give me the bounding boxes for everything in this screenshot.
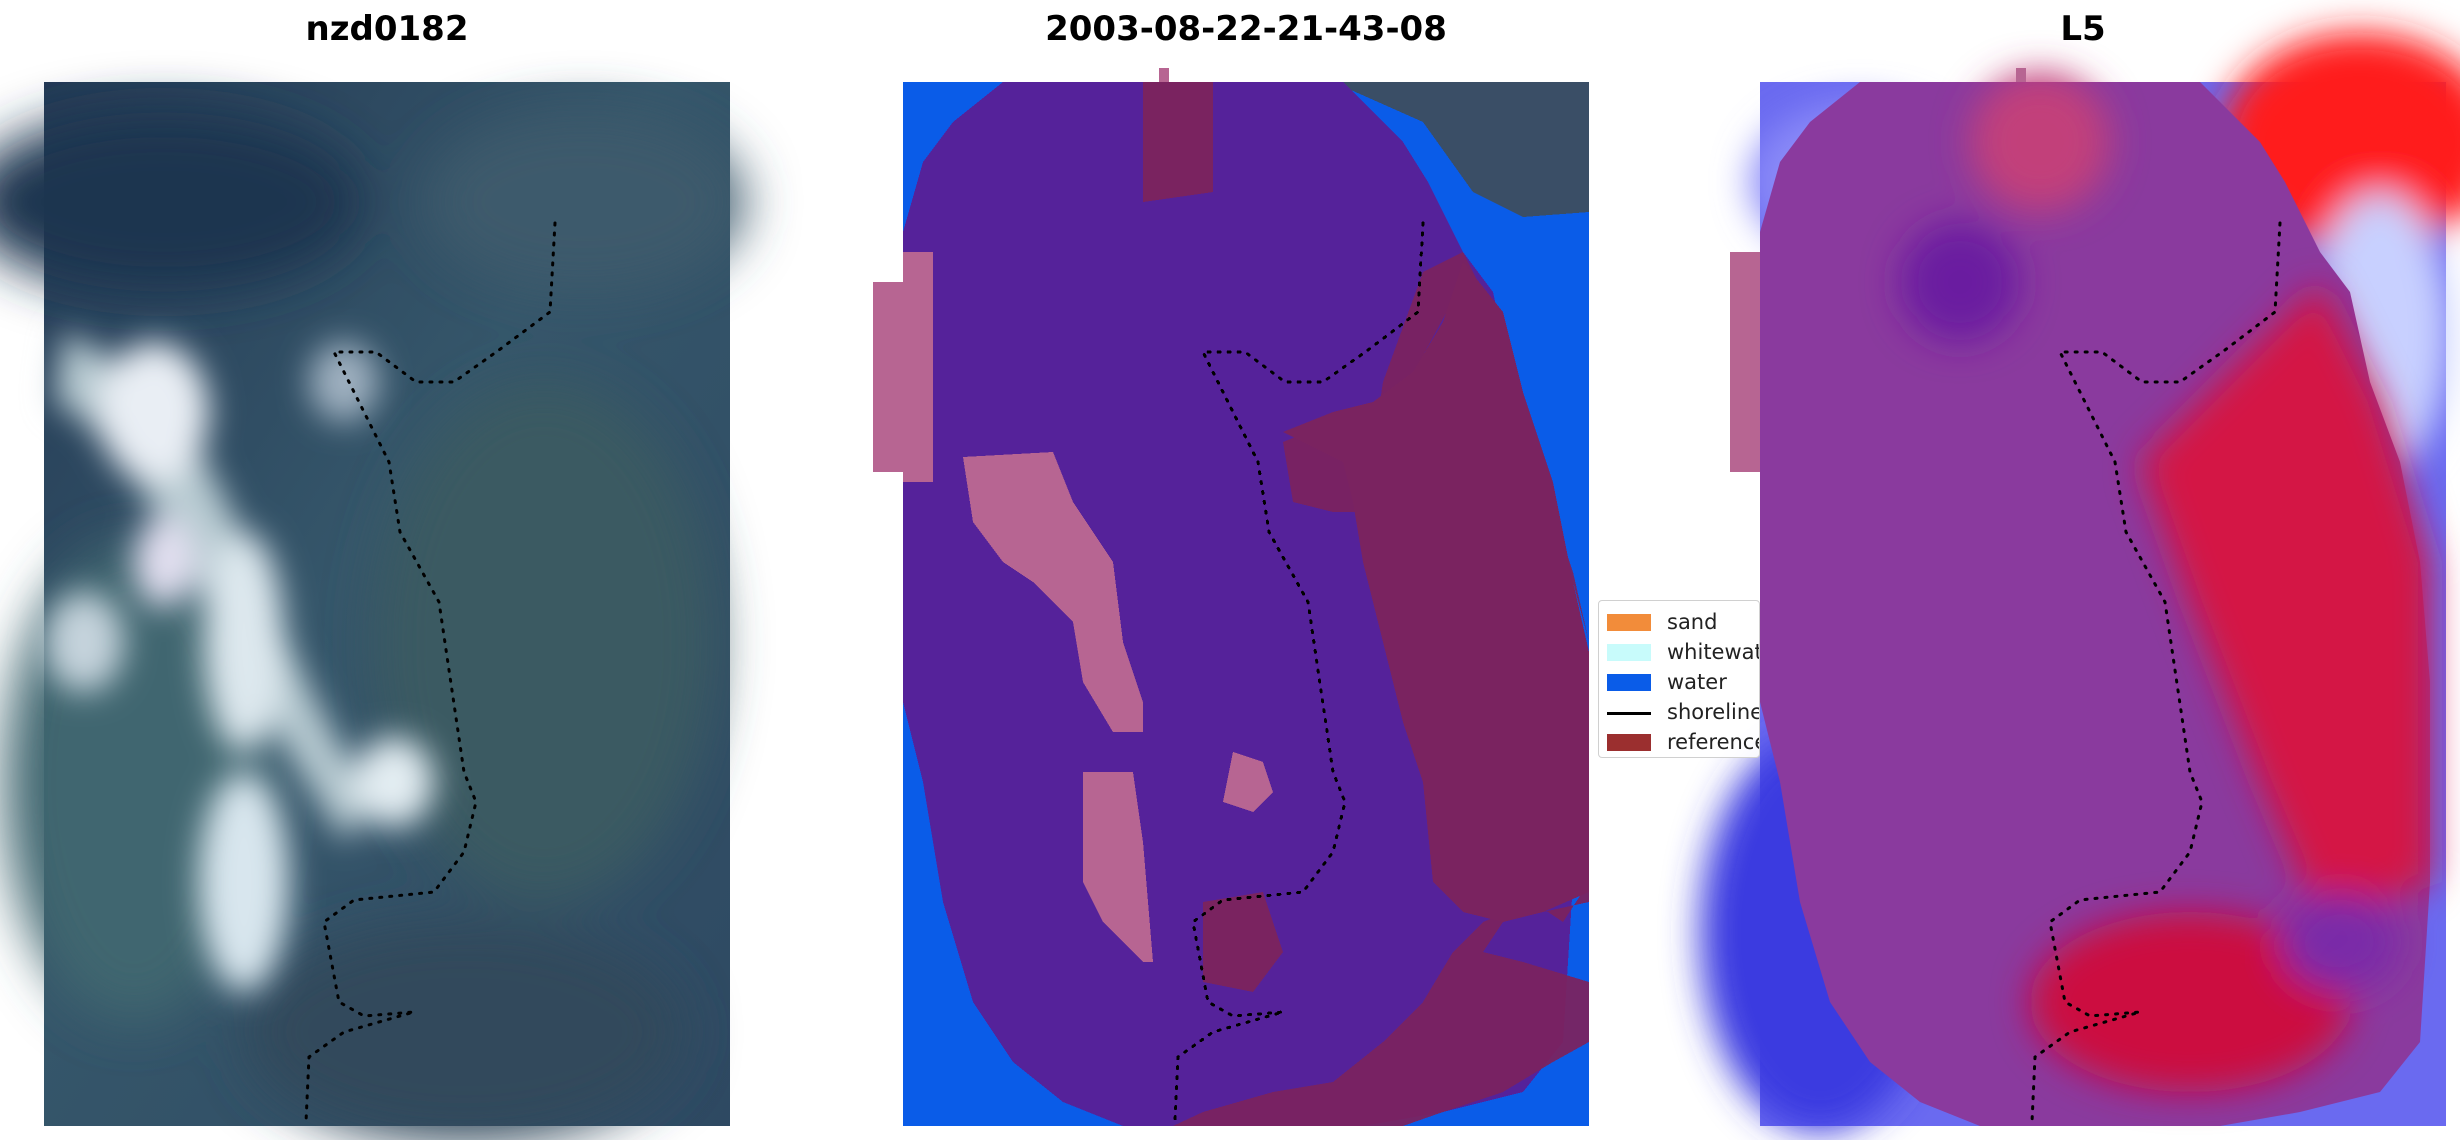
legend-label-sand: sand xyxy=(1667,610,1718,634)
shoreline-line xyxy=(1173,221,1425,1124)
panel-title-index: L5 xyxy=(2060,9,2106,49)
legend-item-sand: sand xyxy=(1607,609,1759,635)
legend-label-water: water xyxy=(1667,670,1727,694)
satellite-rgb-panel xyxy=(0,82,744,1140)
reference-region-main xyxy=(1283,262,1589,922)
legend-label-shoreline: shoreline xyxy=(1667,700,1760,724)
index-pink-tick xyxy=(2016,68,2026,82)
reference-region xyxy=(1173,252,1589,1126)
legend-item-reference: reference xyxy=(1607,729,1760,755)
legend-line-shoreline xyxy=(1607,712,1651,715)
legend-label-whitewater: whitewater xyxy=(1667,640,1759,664)
legend-swatch-reference xyxy=(1607,734,1651,751)
mask-pink-left-outer xyxy=(873,282,903,472)
classification-panel xyxy=(873,68,1589,1126)
shoreline-line xyxy=(2030,221,2282,1124)
panel-title-satellite: nzd0182 xyxy=(305,9,469,49)
legend-item-whitewater: whitewater xyxy=(1607,639,1759,665)
land-region xyxy=(1333,82,1589,217)
legend-item-shoreline: shoreline xyxy=(1607,699,1760,725)
mask-pink-blob xyxy=(1223,752,1273,812)
mask-pink-streak xyxy=(963,452,1143,732)
legend-item-water: water xyxy=(1607,669,1759,695)
reference-patch-top xyxy=(1143,82,1213,202)
satellite-rgb-image xyxy=(0,82,744,1140)
index-pink-left xyxy=(1730,252,1760,472)
index-heatmap xyxy=(1700,32,2460,1132)
classification-map xyxy=(873,68,1589,1126)
index-panel xyxy=(1700,32,2460,1132)
shoreline-line xyxy=(304,221,557,1124)
legend-swatch-water xyxy=(1607,674,1651,691)
mask-pink-left xyxy=(903,252,933,482)
legend-swatch-whitewater xyxy=(1607,644,1651,661)
legend: sand whitewater water shoreline referenc… xyxy=(1598,600,1760,758)
mask-pink-streak-lower xyxy=(1083,772,1153,962)
legend-label-reference: reference xyxy=(1667,730,1760,754)
panel-title-classification: 2003-08-22-21-43-08 xyxy=(1045,9,1447,49)
reference-patch-bottom xyxy=(1203,892,1283,992)
legend-swatch-sand xyxy=(1607,614,1651,631)
mask-pink-tick xyxy=(1159,68,1169,82)
